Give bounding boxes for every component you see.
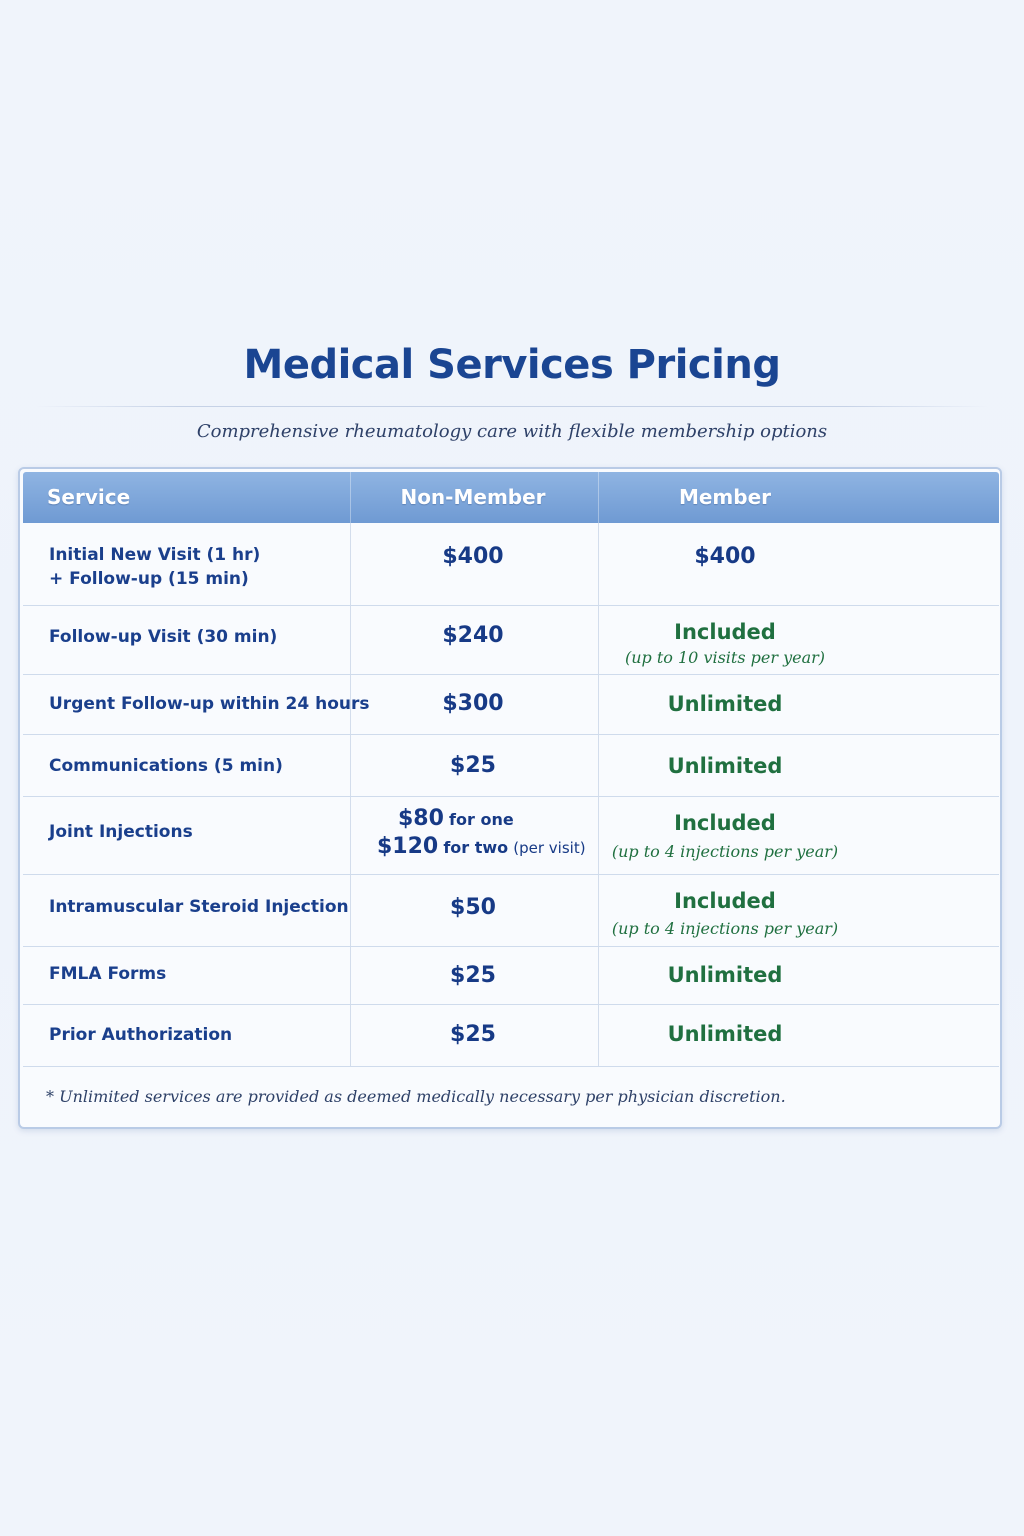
- member-value: Unlimited: [667, 1022, 783, 1046]
- service-name: Communications (5 min): [49, 756, 283, 776]
- member-value: Included: [674, 811, 776, 835]
- member-value: Unlimited: [667, 754, 783, 778]
- header-divider: [350, 472, 351, 523]
- table-row: Initial New Visit (1 hr) + Follow-up (15…: [23, 523, 999, 605]
- table-row: Joint Injections $80 for one $120 for tw…: [23, 796, 999, 874]
- member-value: Unlimited: [667, 963, 783, 987]
- non-member-price: $240: [442, 623, 504, 648]
- service-name: Follow-up Visit (30 min): [49, 627, 278, 647]
- service-name: Joint Injections: [49, 822, 193, 842]
- table-row: Prior Authorization $25 Unlimited: [23, 1004, 999, 1066]
- column-divider: [598, 523, 599, 1066]
- service-name: Intramuscular Steroid Injection: [49, 897, 349, 917]
- service-name: FMLA Forms: [49, 964, 167, 984]
- non-member-price: $300: [442, 691, 504, 716]
- table-row: Urgent Follow-up within 24 hours $300 Un…: [23, 674, 999, 734]
- member-note: (up to 10 visits per year): [624, 648, 826, 667]
- member-price: $400: [694, 544, 756, 569]
- page-title: Medical Services Pricing: [243, 342, 781, 388]
- non-member-price: $50: [450, 895, 496, 920]
- header-divider: [598, 472, 599, 523]
- header-service: Service: [47, 485, 131, 509]
- table-row: Intramuscular Steroid Injection $50 Incl…: [23, 874, 999, 946]
- non-member-price: $400: [442, 544, 504, 569]
- non-member-price-two: $120 for two (per visit): [377, 834, 586, 859]
- footnote: * Unlimited services are provided as dee…: [46, 1087, 786, 1106]
- column-divider: [350, 523, 351, 1066]
- non-member-price: $25: [450, 753, 496, 778]
- table-bottom-rule: [23, 1066, 999, 1067]
- member-note: (up to 4 injections per year): [611, 842, 839, 861]
- member-value: Unlimited: [667, 692, 783, 716]
- service-name: Prior Authorization: [49, 1025, 233, 1045]
- table-row: Follow-up Visit (30 min) $240 Included (…: [23, 605, 999, 674]
- header-member: Member: [678, 485, 772, 509]
- non-member-price-one: $80 for one: [398, 806, 514, 831]
- title-divider: [36, 406, 988, 407]
- non-member-price: $25: [450, 963, 496, 988]
- service-name: Urgent Follow-up within 24 hours: [49, 694, 370, 714]
- pricing-table: Service Non-Member Member Initial New Vi…: [18, 467, 1002, 1129]
- service-name: Initial New Visit (1 hr) + Follow-up (15…: [49, 545, 261, 589]
- table-header-row: Service Non-Member Member: [23, 472, 999, 523]
- page-subtitle: Comprehensive rheumatology care with fle…: [196, 421, 828, 442]
- member-note: (up to 4 injections per year): [611, 919, 839, 938]
- non-member-price: $25: [450, 1022, 496, 1047]
- table-row: Communications (5 min) $25 Unlimited: [23, 734, 999, 796]
- header-non-member: Non-Member: [400, 485, 546, 509]
- table-row: FMLA Forms $25 Unlimited: [23, 946, 999, 1004]
- member-value: Included: [674, 889, 776, 913]
- member-value: Included: [674, 620, 776, 644]
